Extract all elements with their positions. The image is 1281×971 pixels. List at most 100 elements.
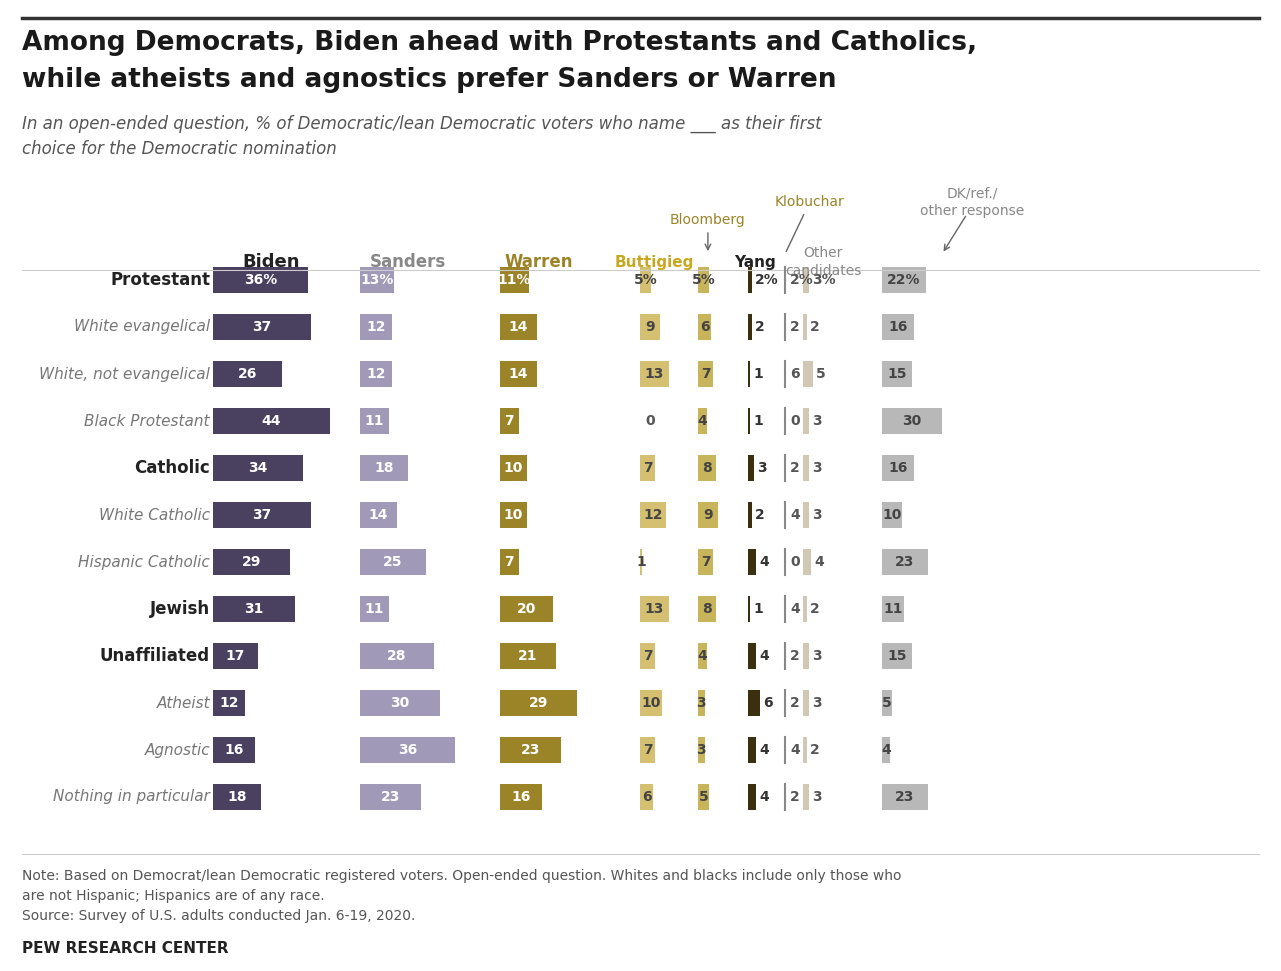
Bar bbox=[640, 314, 660, 340]
Text: 3%: 3% bbox=[812, 273, 835, 287]
Text: 15: 15 bbox=[888, 649, 907, 663]
Text: 3: 3 bbox=[697, 696, 706, 710]
Text: Sanders: Sanders bbox=[370, 253, 446, 271]
Text: 1: 1 bbox=[753, 367, 762, 381]
Text: 4: 4 bbox=[790, 602, 799, 616]
Bar bbox=[500, 643, 556, 669]
Text: Atheist: Atheist bbox=[156, 695, 210, 711]
Bar bbox=[500, 267, 529, 293]
Text: 2: 2 bbox=[790, 649, 799, 663]
Bar bbox=[748, 408, 749, 434]
Bar bbox=[698, 784, 708, 810]
Text: 18: 18 bbox=[227, 790, 247, 804]
Text: 6: 6 bbox=[699, 320, 710, 334]
Text: Yang: Yang bbox=[734, 254, 776, 270]
Text: 14: 14 bbox=[369, 508, 388, 522]
Bar bbox=[360, 502, 397, 528]
Text: Protestant: Protestant bbox=[110, 271, 210, 289]
Text: 11: 11 bbox=[365, 602, 384, 616]
Text: 7: 7 bbox=[701, 555, 711, 569]
Bar bbox=[883, 361, 912, 387]
Text: 9: 9 bbox=[703, 508, 712, 522]
Text: 0: 0 bbox=[646, 414, 655, 428]
Bar bbox=[748, 361, 749, 387]
Text: Biden: Biden bbox=[242, 253, 300, 271]
Text: 25: 25 bbox=[383, 555, 404, 569]
Text: 2: 2 bbox=[755, 320, 765, 334]
Bar bbox=[640, 549, 642, 575]
Text: 1: 1 bbox=[753, 414, 762, 428]
Bar bbox=[698, 643, 707, 669]
Bar bbox=[500, 361, 537, 387]
Bar bbox=[213, 314, 311, 340]
Bar bbox=[883, 267, 926, 293]
Text: 0: 0 bbox=[790, 555, 799, 569]
Text: Buttigieg: Buttigieg bbox=[615, 254, 694, 270]
Bar bbox=[748, 690, 760, 716]
Text: 13: 13 bbox=[644, 602, 664, 616]
Bar bbox=[698, 737, 705, 763]
Bar bbox=[360, 549, 427, 575]
Text: 18: 18 bbox=[374, 461, 393, 475]
Text: 2: 2 bbox=[810, 602, 820, 616]
Text: 12: 12 bbox=[366, 320, 386, 334]
Text: Other
candidates: Other candidates bbox=[785, 247, 861, 278]
Bar bbox=[883, 690, 892, 716]
Text: 23: 23 bbox=[521, 743, 541, 757]
Bar bbox=[360, 784, 421, 810]
Text: White Catholic: White Catholic bbox=[99, 508, 210, 522]
Text: Warren: Warren bbox=[505, 253, 573, 271]
Bar bbox=[640, 690, 662, 716]
Bar bbox=[748, 549, 756, 575]
Text: In an open-ended question, % of Democratic/lean Democratic voters who name ___ a: In an open-ended question, % of Democrat… bbox=[22, 115, 821, 158]
Text: Hispanic Catholic: Hispanic Catholic bbox=[78, 554, 210, 570]
Text: 7: 7 bbox=[701, 367, 711, 381]
Bar bbox=[698, 455, 716, 481]
Text: Bloomberg: Bloomberg bbox=[670, 213, 746, 227]
Text: 2%: 2% bbox=[790, 273, 813, 287]
Bar bbox=[803, 737, 807, 763]
Bar bbox=[803, 361, 813, 387]
Bar bbox=[883, 502, 902, 528]
Text: 4: 4 bbox=[760, 790, 769, 804]
Text: 29: 29 bbox=[529, 696, 548, 710]
Text: 12: 12 bbox=[219, 696, 238, 710]
Text: 1: 1 bbox=[753, 602, 762, 616]
Bar bbox=[213, 784, 261, 810]
Text: 4: 4 bbox=[698, 414, 707, 428]
Text: 5: 5 bbox=[698, 790, 708, 804]
Bar bbox=[213, 361, 282, 387]
Text: 10: 10 bbox=[503, 508, 523, 522]
Text: 16: 16 bbox=[888, 320, 908, 334]
Text: 2: 2 bbox=[790, 461, 799, 475]
Bar bbox=[213, 502, 311, 528]
Text: 34: 34 bbox=[249, 461, 268, 475]
Text: 8: 8 bbox=[702, 602, 712, 616]
Text: 5%: 5% bbox=[634, 273, 657, 287]
Text: 4: 4 bbox=[760, 649, 769, 663]
Text: Note: Based on Democrat/lean Democratic registered voters. Open-ended question. : Note: Based on Democrat/lean Democratic … bbox=[22, 869, 902, 883]
Bar bbox=[698, 267, 708, 293]
Bar bbox=[640, 643, 656, 669]
Text: 7: 7 bbox=[643, 461, 652, 475]
Text: 4: 4 bbox=[790, 508, 799, 522]
Text: 37: 37 bbox=[252, 320, 272, 334]
Bar bbox=[883, 596, 904, 622]
Text: 36: 36 bbox=[398, 743, 418, 757]
Text: 21: 21 bbox=[518, 649, 538, 663]
Text: 4: 4 bbox=[760, 743, 769, 757]
Bar bbox=[360, 314, 392, 340]
Text: 4: 4 bbox=[881, 743, 890, 757]
Text: 36%: 36% bbox=[245, 273, 277, 287]
Bar bbox=[883, 314, 915, 340]
Bar bbox=[803, 502, 810, 528]
Bar bbox=[748, 267, 752, 293]
Text: 7: 7 bbox=[643, 743, 652, 757]
Bar bbox=[698, 361, 714, 387]
Text: 3: 3 bbox=[812, 696, 821, 710]
Text: 3: 3 bbox=[812, 649, 821, 663]
Text: 11: 11 bbox=[365, 414, 384, 428]
Bar bbox=[698, 408, 707, 434]
Bar bbox=[803, 408, 810, 434]
Bar bbox=[803, 455, 810, 481]
